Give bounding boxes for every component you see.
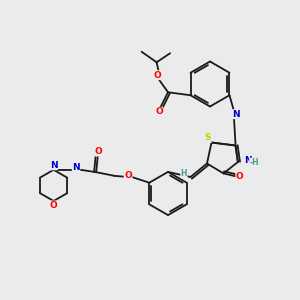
Text: N: N — [50, 161, 57, 170]
Text: O: O — [236, 172, 244, 181]
Text: S: S — [205, 134, 211, 142]
Text: O: O — [155, 107, 163, 116]
Text: O: O — [94, 147, 102, 156]
Text: -H: -H — [250, 158, 259, 167]
Text: N: N — [244, 156, 251, 165]
Text: N: N — [72, 163, 80, 172]
Text: H: H — [181, 169, 187, 178]
Text: O: O — [50, 201, 58, 210]
Text: N: N — [232, 110, 239, 118]
Text: O: O — [124, 171, 132, 180]
Text: O: O — [154, 70, 161, 80]
